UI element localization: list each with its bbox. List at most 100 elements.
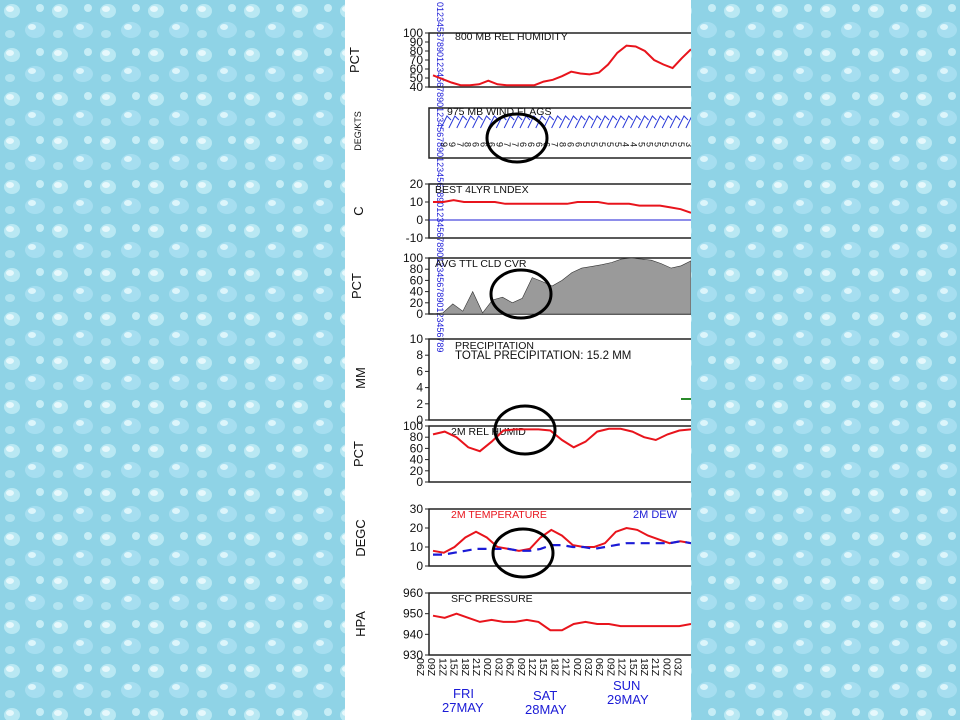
- wind-barb: [448, 115, 460, 129]
- wind-speed-digit: 4: [629, 142, 639, 147]
- time-tick-label: 18Z: [459, 658, 471, 677]
- y-tick-label: 80: [410, 262, 424, 276]
- wind-barb: [464, 115, 476, 129]
- wind-barb: [566, 115, 578, 129]
- series-line: [432, 612, 691, 632]
- y-tick-label: 50: [410, 71, 424, 85]
- highlight-circle: [493, 404, 557, 456]
- y-axis-label: PCT: [351, 441, 366, 467]
- wind-barb: [598, 115, 610, 129]
- y-axis-label: PCT: [349, 273, 364, 299]
- wind-speed-digit: 6: [573, 142, 583, 147]
- highlight-circle: [485, 112, 549, 164]
- wind-speed-digit: 3: [684, 142, 691, 147]
- wind-speed-digit: 7: [550, 142, 560, 147]
- time-tick-label: 21Z: [560, 658, 572, 677]
- wind-speed-digit: 5: [676, 142, 686, 147]
- wind-speed-digit: 9: [439, 142, 449, 147]
- series-line: [433, 199, 691, 214]
- y-tick-label: 960: [403, 586, 423, 600]
- wind-speed-digit: 6: [486, 142, 496, 147]
- wind-speed-digit: 5: [652, 142, 662, 147]
- y-tick-label: 80: [410, 430, 424, 444]
- plot-frame: [428, 183, 691, 239]
- wind-barb: [677, 115, 689, 129]
- wind-barb: [661, 115, 673, 129]
- panel-title: 2M REL HUMID: [451, 426, 526, 438]
- time-tick-label: 12Z: [526, 658, 538, 677]
- highlight-circle: [491, 527, 555, 579]
- y-tick-label: 60: [410, 62, 424, 76]
- chart-panels: 800 MB REL HUMIDITYPCT100908070605040975…: [347, 26, 691, 662]
- time-tick-label: 15Z: [448, 658, 460, 677]
- time-tick-label: 09Z: [425, 658, 437, 677]
- time-tick-label: 00Z: [660, 658, 672, 677]
- y-axis-label: DEGC: [353, 519, 368, 557]
- wind-speed-digit: 6: [518, 142, 528, 147]
- meteogram-svg: 0123456789012345678901234567890123456789…: [347, 2, 691, 717]
- wind-barb: [440, 115, 452, 129]
- wind-speed-digit: 9: [447, 142, 457, 147]
- precip-bar: [681, 398, 691, 400]
- wind-barb: [582, 115, 594, 129]
- time-tick-label: 00Z: [481, 658, 493, 677]
- panel-title: 2M TEMPERATURE: [451, 509, 547, 521]
- y-axis-label: HPA: [353, 611, 368, 637]
- wind-barb: [511, 115, 523, 129]
- wind-speed-digit: 5: [660, 142, 670, 147]
- y-tick-label: 90: [410, 35, 424, 49]
- wind-speed-digit: 7: [455, 142, 465, 147]
- y-tick-label: 40: [410, 80, 424, 94]
- y-tick-label: 100: [403, 251, 423, 265]
- time-axis: 06Z 09Z 12Z 15Z 18Z 21Z 00Z 03Z 06Z 09Z 12Z 15Z 18Z 2…: [414, 658, 684, 677]
- wind-speed-digit: 8: [463, 142, 473, 147]
- wind-speed-digit: 5: [644, 142, 654, 147]
- wind-barb: [685, 116, 691, 129]
- wind-speed-digit: 5: [597, 142, 607, 147]
- wind-speed-digit: 7: [502, 142, 512, 147]
- legend-label: 2M DEW: [633, 509, 678, 521]
- y-tick-label: 20: [410, 521, 424, 535]
- date-label: 27MAY: [442, 700, 484, 715]
- plot-frame: [428, 425, 691, 483]
- wind-barb: [480, 115, 491, 129]
- wind-speed-digit: 6: [565, 142, 575, 147]
- y-tick-label: 30: [410, 502, 424, 516]
- date-label: 29MAY: [607, 692, 649, 707]
- wind-barb: [559, 115, 570, 129]
- time-tick-label: 15Z: [537, 658, 549, 677]
- plot-frame: [428, 508, 691, 567]
- panel-title: SFC PRESSURE: [451, 593, 533, 605]
- plot-frame: [428, 592, 691, 656]
- y-axis-label: DEG/KTS: [353, 111, 363, 151]
- chart-panel: SFC PRESSURE HPA 960 950 940 930: [353, 586, 691, 662]
- meteogram-panel: 0123456789012345678901234567890123456789…: [345, 0, 691, 720]
- time-tick-label: 03Z: [582, 658, 594, 677]
- y-tick-label: 60: [410, 441, 424, 455]
- y-tick-label: 20: [410, 177, 424, 191]
- y-tick-label: 950: [403, 607, 423, 621]
- y-tick-label: 940: [403, 627, 423, 641]
- y-tick-label: 0: [416, 307, 423, 321]
- wind-speed-digit: 5: [581, 142, 591, 147]
- time-tick-label: 03Z: [672, 658, 684, 677]
- y-tick-label: 10: [410, 332, 424, 346]
- plot-frame: [428, 338, 691, 421]
- wind-speed-digit: 6: [534, 142, 544, 147]
- wind-speed-digit: 6: [471, 142, 481, 147]
- wind-barb: [653, 115, 665, 129]
- time-tick-label: 09Z: [515, 658, 527, 677]
- panel-title: AVG TTL CLD CVR: [435, 258, 527, 270]
- y-tick-label: 4: [416, 381, 423, 395]
- y-axis-label: PCT: [347, 47, 362, 73]
- chart-panel: 2M TEMPERATURE 2M DEW DEGC 30 20 10 0: [353, 502, 691, 573]
- y-tick-label: 0: [416, 559, 423, 573]
- time-tick-label: 00Z: [571, 658, 583, 677]
- wind-speed-digit: 5: [637, 142, 647, 147]
- time-tick-label: 03Z: [492, 658, 504, 677]
- panel-title: PRECIPITATION: [455, 340, 534, 352]
